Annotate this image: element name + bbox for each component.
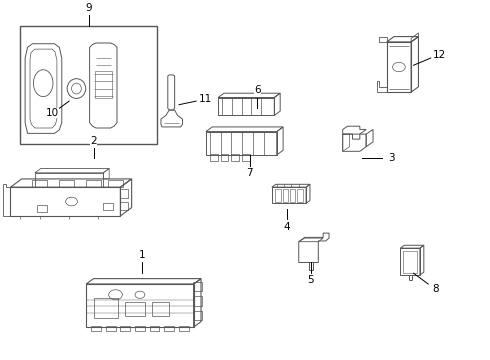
Bar: [125, 302, 145, 316]
Bar: [193, 311, 202, 320]
Bar: [297, 189, 303, 202]
Bar: [106, 326, 116, 331]
Text: 2: 2: [90, 136, 97, 145]
Bar: [37, 205, 47, 212]
Text: 7: 7: [246, 168, 253, 178]
Bar: [290, 189, 295, 202]
Text: 10: 10: [46, 108, 59, 118]
Text: 1: 1: [139, 250, 146, 260]
Bar: [91, 326, 101, 331]
Text: 4: 4: [283, 222, 290, 231]
Bar: [193, 282, 202, 291]
Bar: [150, 326, 159, 331]
Text: 12: 12: [433, 50, 446, 59]
Bar: [193, 296, 202, 306]
Bar: [95, 71, 112, 98]
Text: 8: 8: [432, 284, 439, 294]
Bar: [103, 203, 113, 211]
Bar: [210, 154, 218, 161]
Bar: [94, 298, 118, 318]
Bar: [152, 302, 169, 316]
Text: 11: 11: [199, 94, 212, 104]
Bar: [121, 202, 128, 211]
Bar: [242, 154, 250, 161]
Bar: [179, 326, 189, 331]
Text: 6: 6: [254, 85, 261, 95]
Bar: [231, 154, 239, 161]
Bar: [20, 26, 157, 144]
Bar: [164, 326, 174, 331]
Bar: [220, 154, 228, 161]
Bar: [121, 326, 130, 331]
Text: 5: 5: [308, 275, 314, 285]
Text: 3: 3: [388, 153, 395, 163]
Bar: [135, 326, 145, 331]
Bar: [283, 189, 288, 202]
Bar: [275, 189, 281, 202]
Bar: [121, 189, 128, 198]
Bar: [403, 251, 417, 273]
Text: 9: 9: [85, 3, 92, 13]
